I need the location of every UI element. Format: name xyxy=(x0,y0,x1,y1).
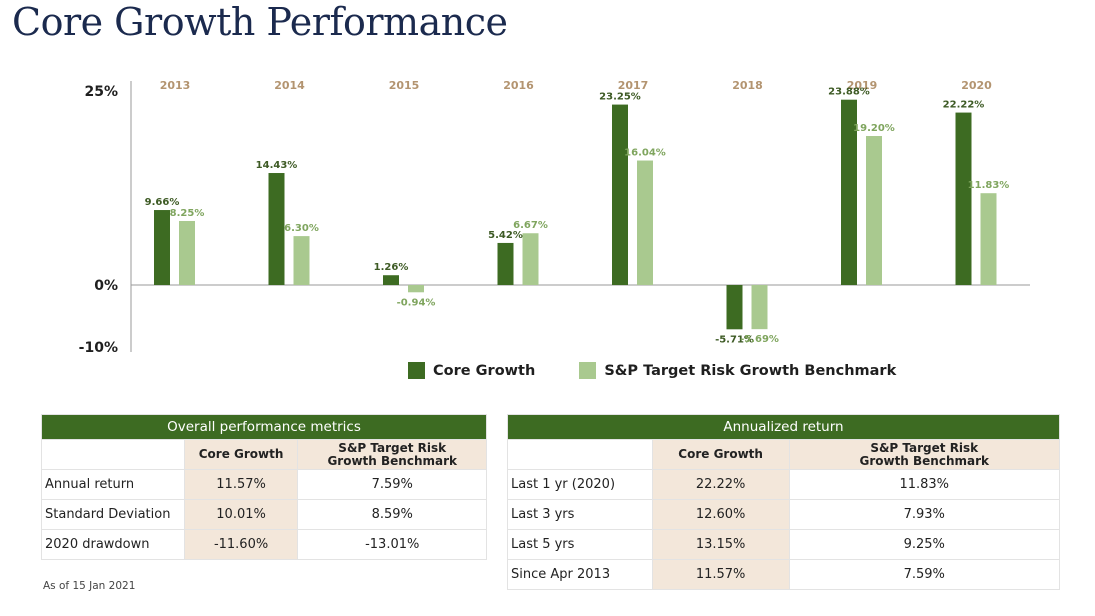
benchmark-value-cell: 9.25% xyxy=(788,529,1060,560)
data-label: 19.20% xyxy=(853,123,895,134)
data-label: 23.88% xyxy=(828,87,870,98)
data-label: 16.04% xyxy=(624,148,666,159)
benchmark-bar xyxy=(293,236,310,285)
table-row: Last 3 yrs 12.60% 7.93% xyxy=(507,499,1060,530)
core-growth-bar xyxy=(955,112,972,285)
annualized-header-core: Core Growth xyxy=(651,439,790,470)
table-row: Last 5 yrs 13.15% 9.25% xyxy=(507,529,1060,560)
overall-metrics-title: Overall performance metrics xyxy=(41,414,487,440)
core-growth-bar xyxy=(497,242,514,285)
x-category-label: 2013 xyxy=(160,79,191,92)
row-label: Last 3 yrs xyxy=(507,499,653,530)
benchmark-bar xyxy=(980,193,997,285)
core-growth-bar xyxy=(841,99,857,286)
benchmark-value-cell: 7.59% xyxy=(297,469,487,500)
table-row: Standard Deviation 10.01% 8.59% xyxy=(41,499,487,530)
data-label: 23.25% xyxy=(599,92,641,103)
data-label: -5.71% xyxy=(715,334,754,345)
overall-rows: Annual return 11.57% 7.59% Standard Deviati… xyxy=(41,469,487,560)
y-tick-label: 25% xyxy=(84,84,118,100)
annualized-rows: Last 1 yr (2020) 22.22% 11.83% Last 3 yrs 12… xyxy=(507,469,1060,590)
data-label: 1.26% xyxy=(374,262,409,273)
overall-header-core: Core Growth xyxy=(183,439,299,470)
core-value-cell: -11.60% xyxy=(183,529,299,560)
y-tick-label: -10% xyxy=(79,340,118,356)
benchmark-bar xyxy=(179,220,195,285)
overall-metrics-table: Overall performance metrics Core Growth … xyxy=(41,414,487,560)
legend-item-core: Core Growth xyxy=(408,362,535,379)
table-row: 2020 drawdown -11.60% -13.01% xyxy=(41,529,487,560)
core-value-cell: 12.60% xyxy=(651,499,790,530)
benchmark-value-cell: 11.83% xyxy=(788,469,1060,500)
core-growth-bar xyxy=(383,275,399,285)
benchmark-bar xyxy=(408,285,424,293)
benchmark-bar xyxy=(751,285,768,330)
chart-legend: Core Growth S&P Target Risk Growth Bench… xyxy=(408,362,940,379)
table-row: Since Apr 2013 11.57% 7.59% xyxy=(507,559,1060,590)
annualized-header-blank xyxy=(507,439,653,470)
annualized-header-benchmark: S&P Target Risk Growth Benchmark xyxy=(788,439,1060,470)
legend-label-core: Core Growth xyxy=(433,362,536,379)
benchmark-value-cell: 8.59% xyxy=(297,499,487,530)
overall-header-blank xyxy=(41,439,185,470)
legend-label-benchmark: S&P Target Risk Growth Benchmark xyxy=(604,362,897,379)
x-category-label: 2018 xyxy=(732,79,763,92)
legend-item-benchmark: S&P Target Risk Growth Benchmark xyxy=(579,362,896,379)
row-label: 2020 drawdown xyxy=(41,529,185,560)
legend-swatch-core xyxy=(408,362,425,379)
core-growth-bar xyxy=(268,173,285,285)
core-value-cell: 10.01% xyxy=(183,499,299,530)
page-title: Core Growth Performance xyxy=(12,0,508,44)
benchmark-value-cell: 7.93% xyxy=(788,499,1060,530)
table-row: Annual return 11.57% 7.59% xyxy=(41,469,487,500)
core-value-cell: 11.57% xyxy=(651,559,790,590)
data-label: 14.43% xyxy=(256,160,298,171)
as-of-note: As of 15 Jan 2021 xyxy=(43,580,136,592)
core-growth-bar xyxy=(726,285,743,330)
core-value-cell: 22.22% xyxy=(651,469,790,500)
core-growth-bar xyxy=(612,104,628,285)
annualized-return-title: Annualized return xyxy=(507,414,1060,440)
data-label: 9.66% xyxy=(145,197,180,208)
x-category-label: 2019 xyxy=(847,79,878,92)
legend-swatch-benchmark xyxy=(579,362,597,379)
data-label: 5.42% xyxy=(488,230,523,241)
row-label: Annual return xyxy=(41,469,185,500)
data-label: 11.83% xyxy=(968,180,1010,191)
core-value-cell: 11.57% xyxy=(183,469,299,500)
benchmark-value-cell: 7.59% xyxy=(788,559,1060,590)
row-label: Last 1 yr (2020) xyxy=(507,469,653,500)
overall-header-benchmark: S&P Target Risk Growth Benchmark xyxy=(297,439,487,470)
core-value-cell: 13.15% xyxy=(651,529,790,560)
benchmark-bar xyxy=(866,136,882,285)
benchmark-bar xyxy=(522,233,539,285)
data-label: -0.94% xyxy=(397,297,436,308)
data-label: 22.22% xyxy=(943,100,985,111)
x-category-label: 2015 xyxy=(389,79,420,92)
x-category-label: 2014 xyxy=(274,79,305,92)
benchmark-value-cell: -13.01% xyxy=(297,529,487,560)
x-category-label: 2020 xyxy=(961,79,992,92)
core-growth-bar xyxy=(154,210,170,285)
data-label: 8.25% xyxy=(170,208,205,219)
bar-chart: 25% 0% -10% 2013 9.66%8.25% 2014 14.43% 6.30% 20… xyxy=(79,79,1030,356)
row-label: Since Apr 2013 xyxy=(507,559,653,590)
data-label: -5.69% xyxy=(740,334,779,345)
row-label: Last 5 yrs xyxy=(507,529,653,560)
annualized-return-table: Annualized return Core Growth S&P Target… xyxy=(507,414,1060,590)
benchmark-bar xyxy=(637,160,653,285)
x-category-label: 2017 xyxy=(618,79,649,92)
y-tick-label: 0% xyxy=(94,278,118,294)
x-category-label: 2016 xyxy=(503,79,534,92)
table-row: Last 1 yr (2020) 22.22% 11.83% xyxy=(507,469,1060,500)
row-label: Standard Deviation xyxy=(41,499,185,530)
data-label: 6.30% xyxy=(284,223,319,234)
data-label: 6.67% xyxy=(513,220,548,231)
